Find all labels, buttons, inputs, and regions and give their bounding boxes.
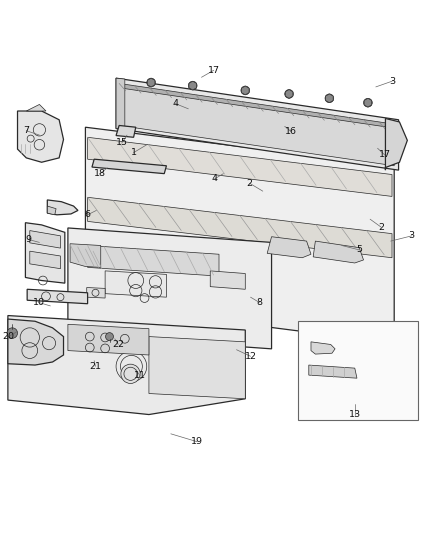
Polygon shape	[70, 244, 101, 268]
Circle shape	[7, 328, 18, 338]
Text: 18: 18	[94, 169, 106, 178]
Polygon shape	[285, 90, 293, 98]
Polygon shape	[313, 241, 364, 263]
Polygon shape	[27, 289, 88, 304]
Text: 1: 1	[131, 148, 137, 157]
Polygon shape	[8, 319, 64, 365]
Polygon shape	[364, 98, 372, 107]
Polygon shape	[116, 125, 136, 138]
Polygon shape	[189, 81, 197, 90]
Polygon shape	[119, 84, 394, 132]
Text: 11: 11	[134, 372, 146, 381]
Polygon shape	[325, 94, 333, 103]
Polygon shape	[30, 231, 60, 248]
Polygon shape	[88, 138, 392, 197]
Polygon shape	[8, 316, 245, 415]
Polygon shape	[385, 118, 407, 170]
Polygon shape	[267, 237, 311, 258]
Text: 10: 10	[32, 298, 45, 307]
Text: 15: 15	[116, 139, 128, 148]
Text: 5: 5	[356, 245, 362, 254]
Circle shape	[121, 364, 140, 383]
Text: 6: 6	[85, 211, 91, 219]
Text: 4: 4	[172, 99, 178, 108]
Text: 16: 16	[285, 127, 297, 136]
Circle shape	[241, 86, 250, 95]
Text: 7: 7	[23, 126, 29, 135]
Polygon shape	[149, 336, 245, 399]
Text: 2: 2	[378, 223, 384, 231]
Circle shape	[106, 333, 113, 341]
Polygon shape	[18, 111, 64, 162]
Polygon shape	[85, 127, 394, 343]
Polygon shape	[47, 206, 56, 215]
Polygon shape	[210, 271, 245, 289]
Polygon shape	[92, 159, 166, 174]
Polygon shape	[105, 271, 166, 297]
Text: 9: 9	[25, 235, 31, 244]
Circle shape	[325, 94, 334, 103]
Text: 4: 4	[212, 174, 218, 183]
Polygon shape	[88, 197, 392, 258]
FancyBboxPatch shape	[298, 321, 418, 420]
Circle shape	[147, 78, 155, 87]
Polygon shape	[309, 365, 357, 378]
Text: 20: 20	[3, 332, 15, 341]
Circle shape	[364, 98, 372, 107]
Polygon shape	[311, 342, 335, 354]
Text: 3: 3	[389, 77, 395, 86]
Circle shape	[285, 90, 293, 98]
Polygon shape	[68, 228, 272, 349]
Polygon shape	[26, 104, 46, 111]
Text: 2: 2	[247, 179, 253, 188]
Polygon shape	[116, 78, 399, 170]
Polygon shape	[25, 223, 65, 283]
Text: 13: 13	[349, 410, 361, 419]
Text: 17: 17	[208, 66, 220, 75]
Text: 21: 21	[89, 362, 102, 371]
Text: 8: 8	[256, 298, 262, 307]
Polygon shape	[47, 200, 78, 215]
Text: 17: 17	[378, 150, 391, 159]
Text: 19: 19	[191, 437, 203, 446]
Polygon shape	[88, 246, 219, 276]
Polygon shape	[241, 86, 249, 95]
Polygon shape	[30, 251, 60, 269]
Text: 12: 12	[244, 352, 257, 361]
Polygon shape	[68, 324, 149, 355]
Polygon shape	[116, 78, 125, 128]
Polygon shape	[87, 287, 105, 298]
Polygon shape	[147, 78, 155, 87]
Text: 22: 22	[112, 340, 124, 349]
Circle shape	[188, 81, 197, 90]
Polygon shape	[119, 88, 394, 166]
Text: 3: 3	[409, 231, 415, 240]
